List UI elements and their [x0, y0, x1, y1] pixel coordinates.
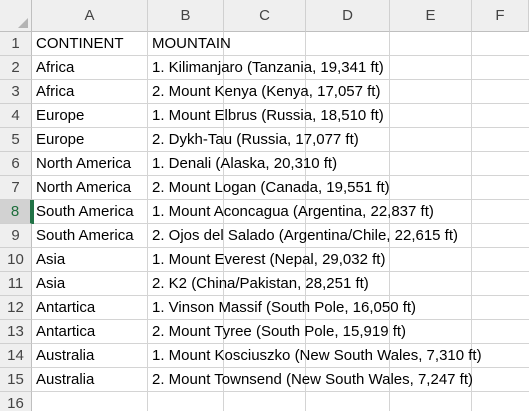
column-header-a[interactable]: A: [32, 0, 148, 32]
row-header-1[interactable]: 1: [0, 32, 32, 56]
cell-a3[interactable]: Africa: [32, 80, 147, 103]
row-gridline: [32, 367, 529, 368]
column-header-b[interactable]: B: [148, 0, 224, 32]
cell-b15[interactable]: 2. Mount Townsend (New South Wales, 7,24…: [152, 371, 473, 388]
cell-b5[interactable]: 2. Dykh-Tau (Russia, 17,077 ft): [152, 131, 359, 148]
select-all-button[interactable]: [0, 0, 32, 32]
row-header-5[interactable]: 5: [0, 128, 32, 152]
row-gridline: [32, 343, 529, 344]
row-gridline: [32, 151, 529, 152]
row-header-7[interactable]: 7: [0, 176, 32, 200]
column-header-c[interactable]: C: [224, 0, 306, 32]
cell-b3[interactable]: 2. Mount Kenya (Kenya, 17,057 ft): [152, 83, 381, 100]
cell-a6[interactable]: North America: [32, 152, 147, 175]
column-header-f[interactable]: F: [472, 0, 529, 32]
active-cell-indicator: [32, 200, 34, 224]
row-header-14[interactable]: 14: [0, 344, 32, 368]
column-gridline: [223, 32, 224, 411]
cell-b12[interactable]: 1. Vinson Massif (South Pole, 16,050 ft): [152, 299, 417, 316]
cell-a5[interactable]: Europe: [32, 128, 147, 151]
cell-b4[interactable]: 1. Mount Elbrus (Russia, 18,510 ft): [152, 107, 384, 124]
row-header-4[interactable]: 4: [0, 104, 32, 128]
cell-a2[interactable]: Africa: [32, 56, 147, 79]
row-gridline: [32, 55, 529, 56]
row-header-2[interactable]: 2: [0, 56, 32, 80]
row-header-3[interactable]: 3: [0, 80, 32, 104]
row-header-6[interactable]: 6: [0, 152, 32, 176]
row-header-11[interactable]: 11: [0, 272, 32, 296]
select-all-triangle-icon: [18, 18, 28, 28]
row-header-15[interactable]: 15: [0, 368, 32, 392]
cell-a4[interactable]: Europe: [32, 104, 147, 127]
cell-a15[interactable]: Australia: [32, 368, 147, 391]
row-header-9[interactable]: 9: [0, 224, 32, 248]
row-header-10[interactable]: 10: [0, 248, 32, 272]
cell-b1[interactable]: MOUNTAIN: [152, 35, 231, 52]
row-header-13[interactable]: 13: [0, 320, 32, 344]
row-gridline: [32, 247, 529, 248]
cell-a7[interactable]: North America: [32, 176, 147, 199]
column-gridline: [147, 32, 148, 411]
cell-b11[interactable]: 2. K2 (China/Pakistan, 28,251 ft): [152, 275, 369, 292]
cell-b9[interactable]: 2. Ojos del Salado (Argentina/Chile, 22,…: [152, 227, 459, 244]
cell-a9[interactable]: South America: [32, 224, 147, 247]
column-gridline: [389, 32, 390, 411]
cell-a8[interactable]: South America: [32, 200, 147, 223]
cell-b13[interactable]: 2. Mount Tyree (South Pole, 15,919 ft): [152, 323, 407, 340]
column-gridline: [305, 32, 306, 411]
row-gridline: [32, 127, 529, 128]
column-header-e[interactable]: E: [390, 0, 472, 32]
row-gridline: [32, 391, 529, 392]
row-gridline: [32, 103, 529, 104]
cell-b7[interactable]: 2. Mount Logan (Canada, 19,551 ft): [152, 179, 390, 196]
cell-b8[interactable]: 1. Mount Aconcagua (Argentina, 22,837 ft…: [152, 203, 434, 220]
column-header-d[interactable]: D: [306, 0, 390, 32]
row-header-16[interactable]: 16: [0, 392, 32, 411]
cell-b16[interactable]: [148, 392, 152, 411]
row-gridline: [32, 271, 529, 272]
cell-a12[interactable]: Antartica: [32, 296, 147, 319]
cell-a10[interactable]: Asia: [32, 248, 147, 271]
row-gridline: [32, 319, 529, 320]
row-gridline: [32, 223, 529, 224]
row-gridline: [32, 79, 529, 80]
cell-b14[interactable]: 1. Mount Kosciuszko (New South Wales, 7,…: [152, 347, 482, 364]
cell-b10[interactable]: 1. Mount Everest (Nepal, 29,032 ft): [152, 251, 386, 268]
cell-a1[interactable]: CONTINENT: [32, 32, 147, 55]
cell-a11[interactable]: Asia: [32, 272, 147, 295]
cell-a13[interactable]: Antartica: [32, 320, 147, 343]
cell-a16[interactable]: [32, 392, 147, 411]
row-header-8[interactable]: 8: [0, 200, 32, 224]
cell-a14[interactable]: Australia: [32, 344, 147, 367]
row-gridline: [32, 295, 529, 296]
cell-b2[interactable]: 1. Kilimanjaro (Tanzania, 19,341 ft): [152, 59, 384, 76]
cell-b6[interactable]: 1. Denali (Alaska, 20,310 ft): [152, 155, 338, 172]
row-gridline: [32, 175, 529, 176]
column-gridline: [471, 32, 472, 411]
row-gridline: [32, 199, 529, 200]
row-header-12[interactable]: 12: [0, 296, 32, 320]
